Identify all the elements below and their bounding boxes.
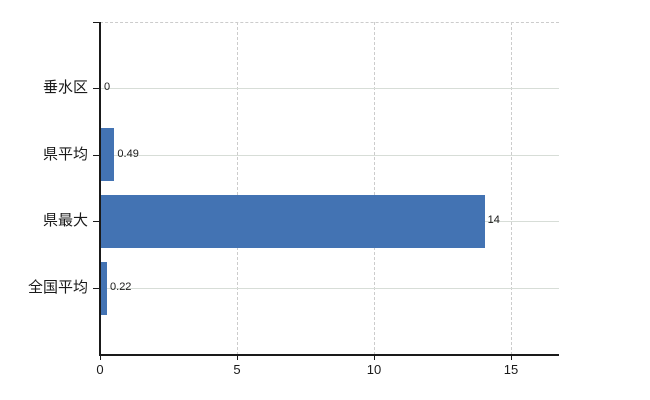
category-tick <box>93 154 100 156</box>
h-gridline <box>100 288 559 289</box>
bar <box>101 194 485 248</box>
x-axis-line <box>99 354 559 356</box>
v-gridline <box>511 22 512 355</box>
x-tick <box>100 355 101 360</box>
v-gridline <box>237 22 238 355</box>
x-tick <box>511 355 512 360</box>
category-label: 垂水区 <box>42 79 88 96</box>
plot-top-border <box>100 22 559 23</box>
h-gridline <box>100 88 559 89</box>
x-tick-label: 5 <box>233 362 241 377</box>
x-tick-label: 10 <box>366 362 382 377</box>
x-tick <box>237 355 238 360</box>
bar <box>101 128 115 182</box>
category-tick <box>93 221 100 223</box>
y-axis-top-tick <box>93 22 100 23</box>
x-tick-label: 15 <box>503 362 519 377</box>
x-tick-label: 0 <box>96 362 104 377</box>
bar-value-label: 0 <box>104 81 111 93</box>
x-tick <box>374 355 375 360</box>
bar-value-label: 14 <box>487 214 500 227</box>
bar <box>101 261 108 315</box>
bar-value-label: 0.49 <box>117 147 139 160</box>
bar-value-label: 0.22 <box>110 281 132 293</box>
y-axis-line <box>99 22 101 355</box>
category-label: 全国平均 <box>27 279 88 296</box>
category-label: 県最大 <box>42 212 88 230</box>
category-tick <box>93 88 100 89</box>
category-tick <box>93 288 100 289</box>
category-label: 県平均 <box>42 145 88 163</box>
h-gridline <box>100 154 559 156</box>
v-gridline <box>374 22 375 355</box>
